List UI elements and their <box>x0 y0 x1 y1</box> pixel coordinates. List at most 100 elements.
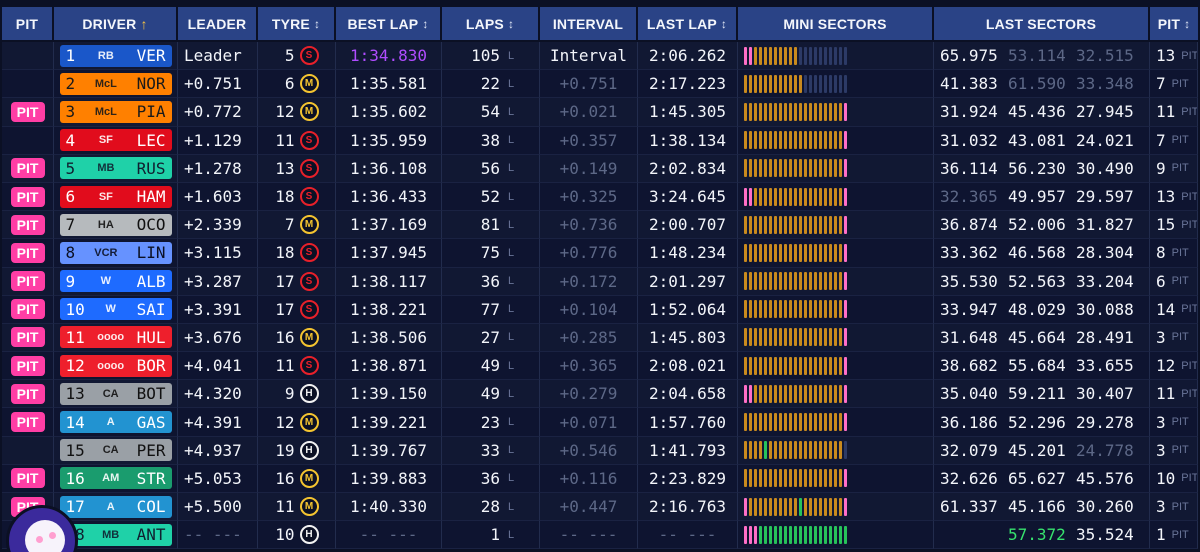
mini-sector <box>814 215 817 234</box>
header-tyre[interactable]: TYRE ↕ <box>258 7 336 40</box>
mini-sector <box>764 215 767 234</box>
header-pit-count[interactable]: PIT ↕ <box>1150 7 1198 40</box>
tyre-age: 6 <box>284 74 295 94</box>
mini-sector <box>774 74 777 93</box>
laps-value: 49 <box>480 384 500 404</box>
driver-code: OCO <box>136 215 166 235</box>
mini-sector <box>839 272 842 291</box>
table-row[interactable]: PIT 7 HA OCO +2.339 7 M 1:37.169 81 L +0.736 2:00.7… <box>2 211 1198 240</box>
mini-sector <box>764 469 767 488</box>
driver-tag[interactable]: 6 SF HAM <box>59 185 172 208</box>
mini-sector <box>844 469 847 488</box>
laps-cell: 75 L <box>442 239 540 268</box>
mini-sector <box>754 413 757 432</box>
driver-tag[interactable]: 1 RB VER <box>59 44 172 67</box>
tyre-compound-icon: M <box>299 215 319 235</box>
mini-sector <box>789 497 792 516</box>
header-leader[interactable]: LEADER <box>178 7 258 40</box>
driver-tag[interactable]: 4 SF LEC <box>59 129 172 152</box>
table-row[interactable]: PIT 9 W ALB +3.287 17 S 1:38.117 36 L +0.172 2:01.2… <box>2 267 1198 296</box>
mini-sector <box>779 102 782 121</box>
table-row[interactable]: 1 RB VER Leader 5 S 1:34.830 105 L Interval 2:06.2… <box>2 42 1198 71</box>
driver-tag[interactable]: 15 CA PER <box>59 439 172 462</box>
driver-tag[interactable]: 13 CA BOT <box>59 382 172 405</box>
table-row[interactable]: PIT 16 AM STR +5.053 16 M 1:39.883 36 L +0.116 2:23… <box>2 464 1198 493</box>
table-row[interactable]: PIT 3 McL PIA +0.772 12 M 1:35.602 54 L +0.021 1:45… <box>2 98 1198 127</box>
sector-time-s1: 36.186 <box>940 412 998 432</box>
column-header-row: PIT DRIVER ↑ LEADER TYRE ↕ BEST LAP ↕ LAPS ↕… <box>2 7 1198 40</box>
driver-tag[interactable]: 14 A GAS <box>59 411 172 434</box>
mini-sector <box>749 300 752 319</box>
header-laps[interactable]: LAPS ↕ <box>442 7 540 40</box>
driver-tag[interactable]: 9 W ALB <box>59 270 172 293</box>
pit-count-value: 13 <box>1156 187 1176 207</box>
mini-sector <box>834 131 837 150</box>
laps-cell: 22 L <box>442 70 540 99</box>
sector-time-s3: 33.204 <box>1076 271 1134 291</box>
driver-tag[interactable]: 8 VCR LIN <box>59 241 172 264</box>
driver-tag[interactable]: 12 oooo BOR <box>59 354 172 377</box>
driver-cell: 16 AM STR <box>54 464 178 493</box>
table-row[interactable]: PIT 8 VCR LIN +3.115 18 S 1:37.945 75 L +0.776 1:48… <box>2 239 1198 268</box>
table-row[interactable]: PIT 5 MB RUS +1.278 13 S 1:36.108 56 L +0.149 2:02.… <box>2 154 1198 183</box>
table-row[interactable]: 4 SF LEC +1.129 11 S 1:35.959 38 L +0.357 1:38.134… <box>2 126 1198 155</box>
mini-sector <box>839 469 842 488</box>
driver-tag[interactable]: 7 HA OCO <box>59 213 172 236</box>
sector-time-s3: 30.088 <box>1076 299 1134 319</box>
pit-unit: PIT <box>1181 472 1198 485</box>
last-lap: 1:52.064 <box>638 295 738 324</box>
table-row[interactable]: PIT 6 SF HAM +1.603 18 S 1:36.433 52 L +0.325 3:24.… <box>2 182 1198 212</box>
mini-sector <box>834 384 837 403</box>
mini-sector <box>809 384 812 403</box>
header-interval[interactable]: INTERVAL <box>540 7 638 40</box>
mini-sector <box>764 46 767 65</box>
table-row[interactable]: 2 McL NOR +0.751 6 M 1:35.581 22 L +0.751 2:17.223… <box>2 70 1198 99</box>
driver-cell: 11 oooo HUL <box>54 323 178 353</box>
sector-time-s1: 65.975 <box>940 46 998 66</box>
mini-sectors <box>738 126 934 155</box>
driver-tag[interactable]: 10 W SAI <box>59 298 172 321</box>
table-row[interactable]: PIT 10 W SAI +3.391 17 S 1:38.221 77 L +0.104 1:52.… <box>2 295 1198 324</box>
mini-sector <box>769 384 772 403</box>
header-best-lap[interactable]: BEST LAP ↕ <box>336 7 442 40</box>
header-driver[interactable]: DRIVER ↑ <box>54 7 178 40</box>
table-row[interactable]: PIT 17 A COL +5.500 11 M 1:40.330 28 L +0.447 2:16.… <box>2 493 1198 522</box>
table-row[interactable]: PIT 14 A GAS +4.391 12 M 1:39.221 23 L +0.071 1:57.… <box>2 408 1198 437</box>
driver-tag[interactable]: 16 AM STR <box>59 467 172 490</box>
mini-sector <box>779 215 782 234</box>
mini-sector <box>799 441 802 460</box>
mini-sector <box>784 131 787 150</box>
pit-count-value: 3 <box>1156 440 1166 460</box>
mini-sector-bar <box>744 468 847 488</box>
team-logo-icon: SF <box>98 190 113 203</box>
mini-sector <box>819 46 822 65</box>
table-row[interactable]: 18MBANT-- ---10H-- ---1L-- ----- ---57.3… <box>2 521 1198 550</box>
mini-sector <box>784 46 787 65</box>
driver-tag[interactable]: 11 oooo HUL <box>59 326 172 349</box>
header-last-lap[interactable]: LAST LAP ↕ <box>638 7 738 40</box>
best-lap: 1:36.108 <box>336 154 442 183</box>
driver-tag[interactable]: 2 McL NOR <box>59 72 172 95</box>
table-row[interactable]: PIT 13 CA BOT +4.320 9 H 1:39.150 49 L +0.279 2:04.… <box>2 380 1198 409</box>
interval: -- --- <box>540 521 638 550</box>
mini-sector <box>824 413 827 432</box>
mini-sector <box>839 413 842 432</box>
mini-sector <box>829 74 832 93</box>
sector-time-s1: 33.362 <box>940 243 998 263</box>
driver-tag[interactable]: 5 MB RUS <box>59 157 172 180</box>
table-row[interactable]: 15 CA PER +4.937 19 H 1:39.767 33 L +0.546 1:41.79… <box>2 436 1198 465</box>
table-row[interactable]: PIT 12 oooo BOR +4.041 11 S 1:38.871 49 L +0.365 2:… <box>2 352 1198 381</box>
laps-unit: L <box>508 275 515 288</box>
best-lap: 1:34.830 <box>336 42 442 71</box>
mini-sector <box>844 272 847 291</box>
team-logo-icon: oooo <box>97 331 125 344</box>
mini-sector <box>754 469 757 488</box>
driver-tag[interactable]: 17 A COL <box>59 495 172 518</box>
mini-sector <box>814 525 817 544</box>
driver-tag[interactable]: 3 McL PIA <box>59 100 172 123</box>
mini-sector <box>784 74 787 93</box>
table-row[interactable]: PIT 11 oooo HUL +3.676 16 M 1:38.506 27 L +0.285 1:… <box>2 323 1198 353</box>
mini-sector <box>839 102 842 121</box>
header-pit[interactable]: PIT <box>2 7 54 40</box>
mini-sector <box>799 413 802 432</box>
